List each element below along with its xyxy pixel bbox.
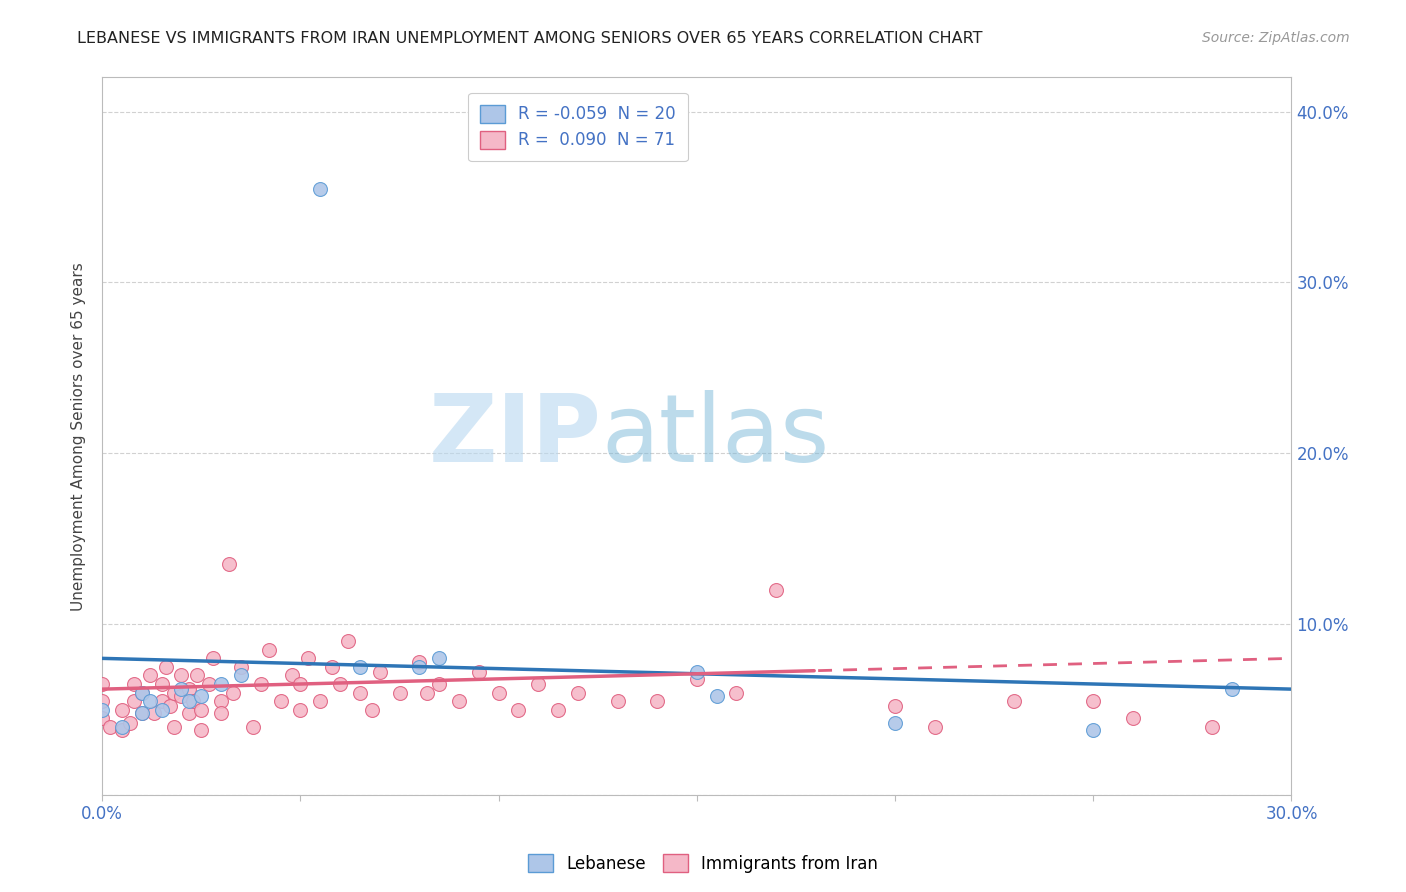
Point	[179, 682, 201, 697]
Point	[337, 634, 360, 648]
Point	[142, 706, 165, 720]
Point	[222, 685, 245, 699]
Point	[368, 665, 391, 679]
Point	[290, 677, 312, 691]
Point	[349, 685, 371, 699]
Point	[122, 694, 145, 708]
Point	[190, 689, 212, 703]
Point	[1122, 711, 1144, 725]
Point	[118, 716, 141, 731]
Point	[249, 677, 271, 691]
Point	[111, 723, 134, 738]
Point	[202, 651, 225, 665]
Y-axis label: Unemployment Among Seniors over 65 years: Unemployment Among Seniors over 65 years	[72, 262, 86, 611]
Point	[270, 694, 292, 708]
Text: atlas: atlas	[602, 391, 830, 483]
Point	[111, 703, 134, 717]
Point	[229, 668, 252, 682]
Point	[645, 694, 668, 708]
Point	[547, 703, 569, 717]
Point	[725, 685, 748, 699]
Point	[527, 677, 550, 691]
Point	[360, 703, 382, 717]
Point	[242, 720, 264, 734]
Point	[131, 685, 153, 699]
Point	[686, 672, 709, 686]
Point	[131, 706, 153, 720]
Point	[91, 703, 114, 717]
Point	[91, 694, 114, 708]
Point	[1002, 694, 1025, 708]
Point	[447, 694, 470, 708]
Point	[309, 694, 332, 708]
Point	[209, 706, 232, 720]
Point	[257, 643, 280, 657]
Point	[150, 694, 173, 708]
Point	[567, 685, 589, 699]
Point	[150, 677, 173, 691]
Point	[186, 668, 208, 682]
Point	[488, 685, 510, 699]
Point	[198, 677, 221, 691]
Point	[329, 677, 352, 691]
Point	[1083, 723, 1105, 738]
Point	[1201, 720, 1223, 734]
Point	[122, 677, 145, 691]
Point	[190, 723, 212, 738]
Point	[162, 685, 184, 699]
Point	[131, 706, 153, 720]
Point	[884, 716, 907, 731]
Point	[159, 699, 181, 714]
Point	[179, 694, 201, 708]
Point	[765, 582, 787, 597]
Point	[150, 703, 173, 717]
Point	[209, 677, 232, 691]
Point	[131, 685, 153, 699]
Point	[98, 720, 121, 734]
Point	[139, 694, 162, 708]
Point	[924, 720, 946, 734]
Point	[416, 685, 439, 699]
Point	[290, 703, 312, 717]
Point	[91, 711, 114, 725]
Point	[155, 660, 177, 674]
Point	[706, 689, 728, 703]
Point	[179, 706, 201, 720]
Point	[170, 682, 193, 697]
Point	[606, 694, 628, 708]
Text: ZIP: ZIP	[429, 391, 602, 483]
Point	[1083, 694, 1105, 708]
Point	[281, 668, 304, 682]
Point	[139, 668, 162, 682]
Text: Source: ZipAtlas.com: Source: ZipAtlas.com	[1202, 31, 1350, 45]
Point	[427, 677, 450, 691]
Legend: Lebanese, Immigrants from Iran: Lebanese, Immigrants from Iran	[522, 847, 884, 880]
Point	[91, 677, 114, 691]
Point	[408, 655, 430, 669]
Point	[218, 558, 240, 572]
Point	[349, 660, 371, 674]
Point	[209, 694, 232, 708]
Point	[229, 660, 252, 674]
Text: LEBANESE VS IMMIGRANTS FROM IRAN UNEMPLOYMENT AMONG SENIORS OVER 65 YEARS CORREL: LEBANESE VS IMMIGRANTS FROM IRAN UNEMPLO…	[77, 31, 983, 46]
Point	[190, 703, 212, 717]
Point	[686, 665, 709, 679]
Point	[1220, 682, 1243, 697]
Point	[468, 665, 491, 679]
Point	[309, 181, 332, 195]
Legend: R = -0.059  N = 20, R =  0.090  N = 71: R = -0.059 N = 20, R = 0.090 N = 71	[468, 93, 688, 161]
Point	[297, 651, 319, 665]
Point	[508, 703, 530, 717]
Point	[170, 689, 193, 703]
Point	[388, 685, 411, 699]
Point	[183, 694, 205, 708]
Point	[111, 720, 134, 734]
Point	[884, 699, 907, 714]
Point	[162, 720, 184, 734]
Point	[427, 651, 450, 665]
Point	[408, 660, 430, 674]
Point	[170, 668, 193, 682]
Point	[321, 660, 343, 674]
